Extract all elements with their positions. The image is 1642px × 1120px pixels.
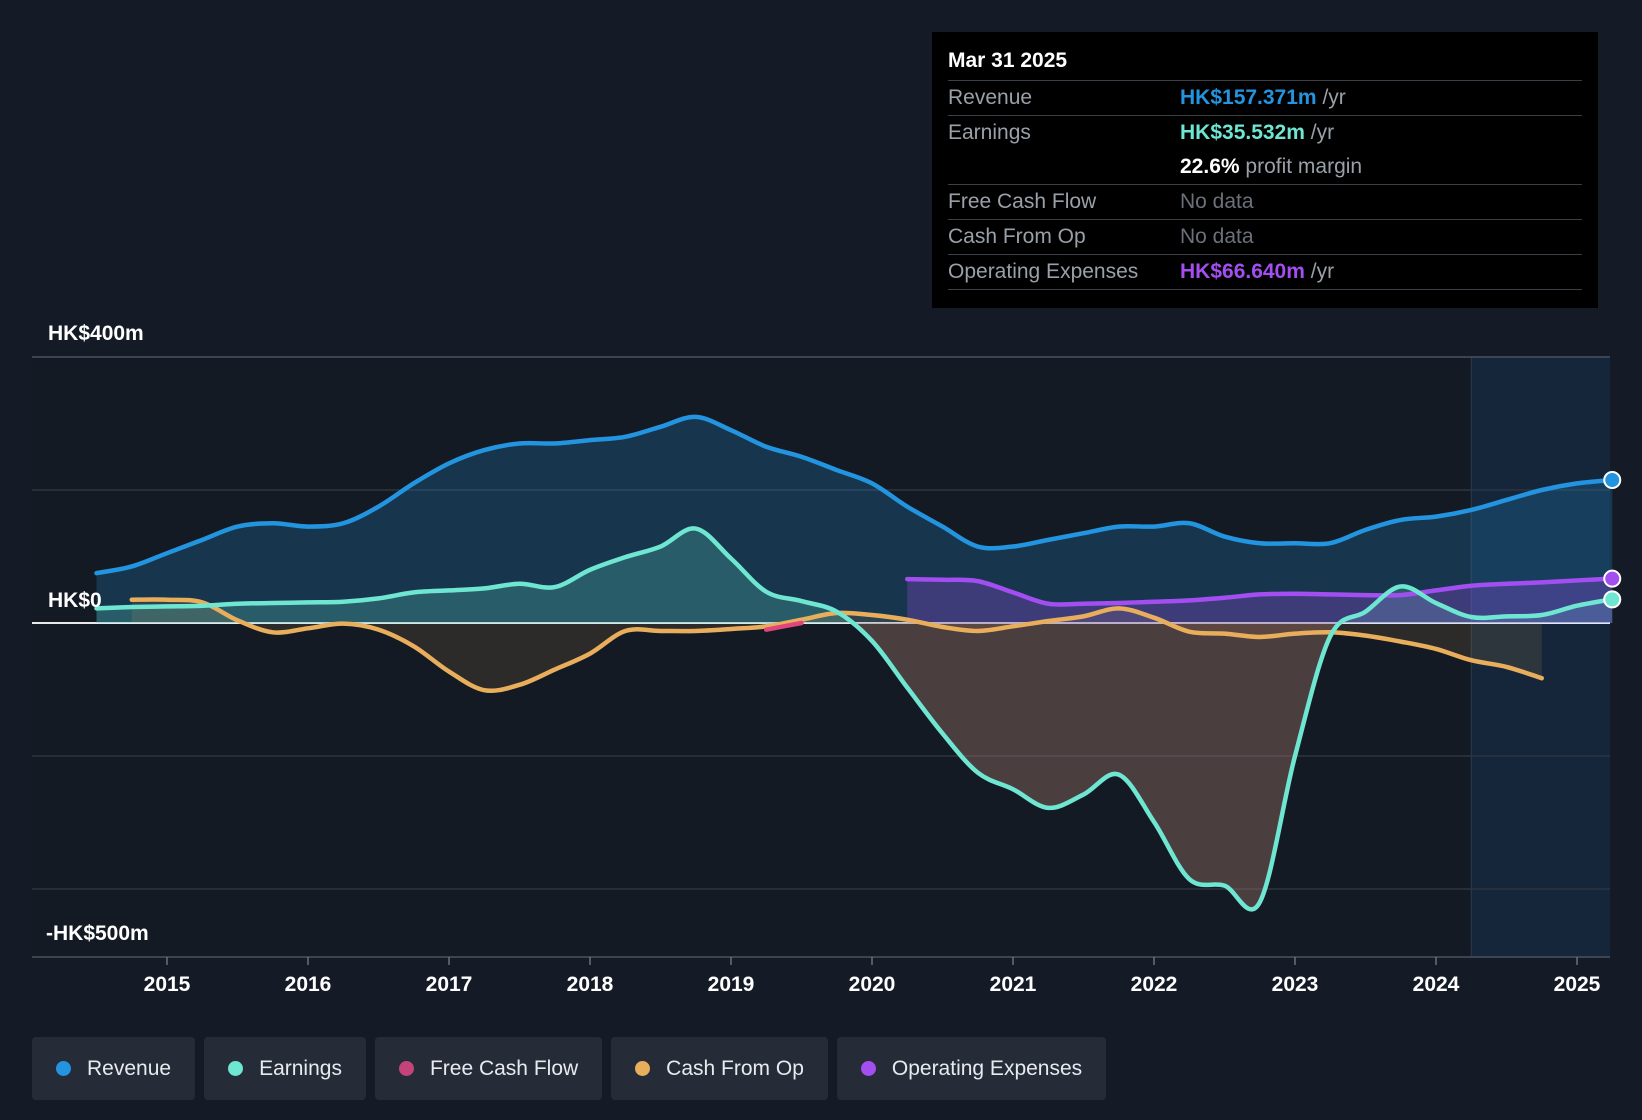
opex-line <box>905 576 1615 607</box>
plot-area <box>32 357 1610 957</box>
tooltip-row-opex: Operating Expenses HK$66.640m /yr <box>948 255 1582 290</box>
revenue-area <box>96 416 1613 623</box>
tooltip-value-fcf: No data <box>1180 190 1254 213</box>
legend-label-earnings: Earnings <box>259 1056 342 1080</box>
earnings-negative-area <box>96 623 1610 910</box>
y-label-zero: HK$0 <box>48 589 102 612</box>
earnings-line <box>94 526 1615 912</box>
forecast-region <box>1471 357 1610 957</box>
x-tick-label: 2019 <box>708 973 755 996</box>
legend-item-fcf[interactable]: Free Cash Flow <box>374 1037 603 1100</box>
legend-item-revenue[interactable]: Revenue <box>32 1037 196 1100</box>
tooltip-label-opex: Operating Expenses <box>948 260 1139 283</box>
tooltip-row-cfo: Cash From Op No data <box>948 220 1582 255</box>
cfo-dot-icon <box>635 1061 651 1076</box>
tooltip-row-earnings: Earnings HK$35.532m /yr <box>948 116 1582 150</box>
tooltip-unit-revenue: /yr <box>1322 86 1346 109</box>
legend-item-earnings[interactable]: Earnings <box>204 1037 366 1100</box>
tooltip-value-opex: HK$66.640m <box>1180 260 1305 283</box>
legend-label-opex: Operating Expenses <box>891 1056 1083 1080</box>
tooltip-label-cfo: Cash From Op <box>948 225 1086 248</box>
opex-dot-icon <box>860 1061 876 1076</box>
tooltip-unit-margin: profit margin <box>1245 155 1363 178</box>
x-tick-label: 2022 <box>1131 973 1178 996</box>
x-tick-label: 2025 <box>1554 973 1601 996</box>
revenue-dot-icon <box>56 1061 71 1076</box>
legend-item-opex[interactable]: Operating Expenses <box>836 1037 1107 1100</box>
x-tick-label: 2018 <box>567 973 614 996</box>
tooltip-row-revenue: Revenue HK$157.371m /yr <box>948 81 1582 116</box>
cfo-area <box>131 599 1542 691</box>
earnings-dot-icon <box>228 1061 244 1076</box>
tooltip-label-fcf: Free Cash Flow <box>948 190 1097 213</box>
opex-end-marker <box>1603 569 1622 588</box>
revenue-line <box>94 414 1615 576</box>
fcf-dot-icon <box>398 1061 414 1076</box>
tooltip-row-fcf: Free Cash Flow No data <box>948 185 1582 220</box>
tooltip-date: Mar 31 2025 <box>948 46 1582 81</box>
legend-label-fcf: Free Cash Flow <box>429 1056 579 1080</box>
y-label-top: HK$400m <box>48 322 144 345</box>
x-tick-label: 2020 <box>849 973 896 996</box>
legend-label-revenue: Revenue <box>87 1056 172 1080</box>
x-tick-label: 2024 <box>1413 973 1460 996</box>
tooltip-row-margin: 22.6% profit margin <box>948 150 1582 185</box>
x-tick-label: 2015 <box>144 973 191 996</box>
legend-label-cfo: Cash From Op <box>666 1056 804 1080</box>
tooltip-panel: Mar 31 2025 Revenue HK$157.371m /yr Earn… <box>932 32 1598 308</box>
x-tick-label: 2021 <box>990 973 1037 996</box>
tooltip-value-revenue: HK$157.371m <box>1180 86 1317 109</box>
tooltip-value-margin: 22.6% <box>1180 155 1240 178</box>
tooltip-unit-opex: /yr <box>1310 260 1335 283</box>
tooltip-unit-earnings: /yr <box>1310 121 1335 144</box>
fcf-line <box>764 620 804 632</box>
earnings-end-marker <box>1603 590 1622 609</box>
legend-item-cfo[interactable]: Cash From Op <box>611 1037 828 1100</box>
tooltip-value-earnings: HK$35.532m <box>1180 121 1305 144</box>
x-tick-label: 2016 <box>285 973 332 996</box>
opex-area <box>907 578 1613 623</box>
earnings-area <box>96 528 1613 910</box>
revenue-end-marker <box>1603 471 1622 490</box>
y-label-bottom: -HK$500m <box>46 922 149 945</box>
tooltip-label-earnings: Earnings <box>948 121 1031 144</box>
tooltip-label-revenue: Revenue <box>948 86 1033 109</box>
x-tick-label: 2017 <box>426 973 473 996</box>
legend: Revenue Earnings Free Cash Flow Cash Fro… <box>32 1037 1107 1100</box>
x-tick-label: 2023 <box>1272 973 1319 996</box>
tooltip-value-cfo: No data <box>1180 225 1254 248</box>
